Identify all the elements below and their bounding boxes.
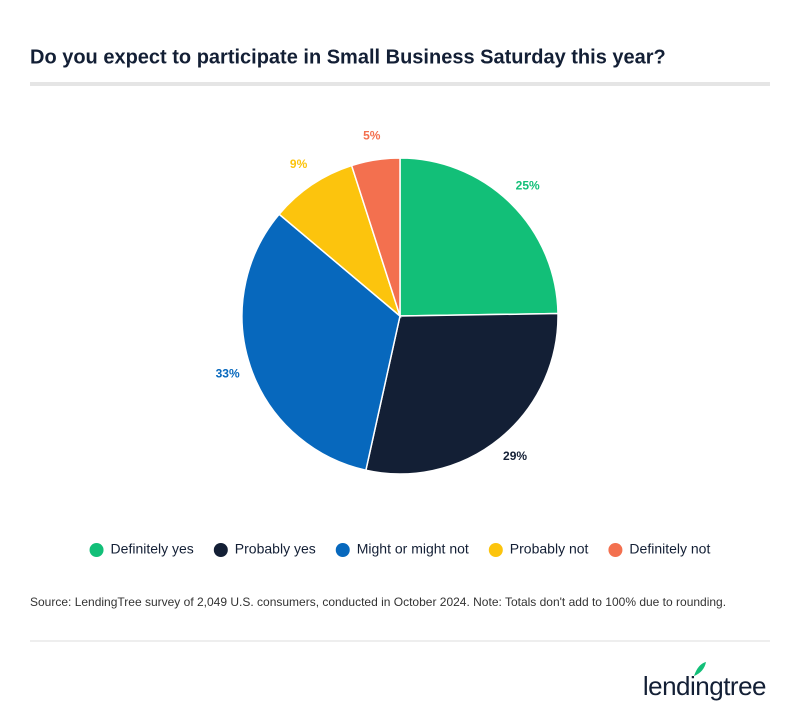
- data-label: 33%: [216, 367, 240, 381]
- pie-slice: [364, 312, 559, 475]
- data-label: 25%: [516, 178, 540, 192]
- brand: lendingtree: [643, 671, 766, 701]
- pie-slice: [278, 164, 402, 319]
- legend-label: Might or might not: [357, 541, 469, 557]
- data-label: 29%: [503, 449, 527, 463]
- source-note: Source: LendingTree survey of 2,049 U.S.…: [30, 595, 726, 609]
- logo-leaf: [694, 662, 706, 676]
- legend-marker: [213, 543, 228, 557]
- pie-slice: [399, 157, 559, 317]
- title-rule: [30, 82, 770, 86]
- legend-label: Definitely yes: [111, 541, 194, 557]
- data-label: 9%: [290, 157, 308, 171]
- legend-marker: [335, 543, 350, 557]
- legend-label: Definitely not: [629, 541, 710, 557]
- legend-marker: [89, 543, 104, 557]
- legend: Definitely yes Probably yes Might or might…: [89, 541, 710, 557]
- legend-label: Probably not: [510, 541, 589, 557]
- chart-title: Do you expect to participate in Small Bu…: [30, 46, 666, 68]
- data-label: 5%: [363, 128, 381, 142]
- legend-marker: [488, 543, 503, 557]
- logo: lendingtree: [643, 662, 767, 701]
- pie-slice: [241, 213, 401, 472]
- legend-label: Probably yes: [235, 541, 316, 557]
- pie-slice: [350, 157, 401, 317]
- legend-marker: [608, 543, 623, 557]
